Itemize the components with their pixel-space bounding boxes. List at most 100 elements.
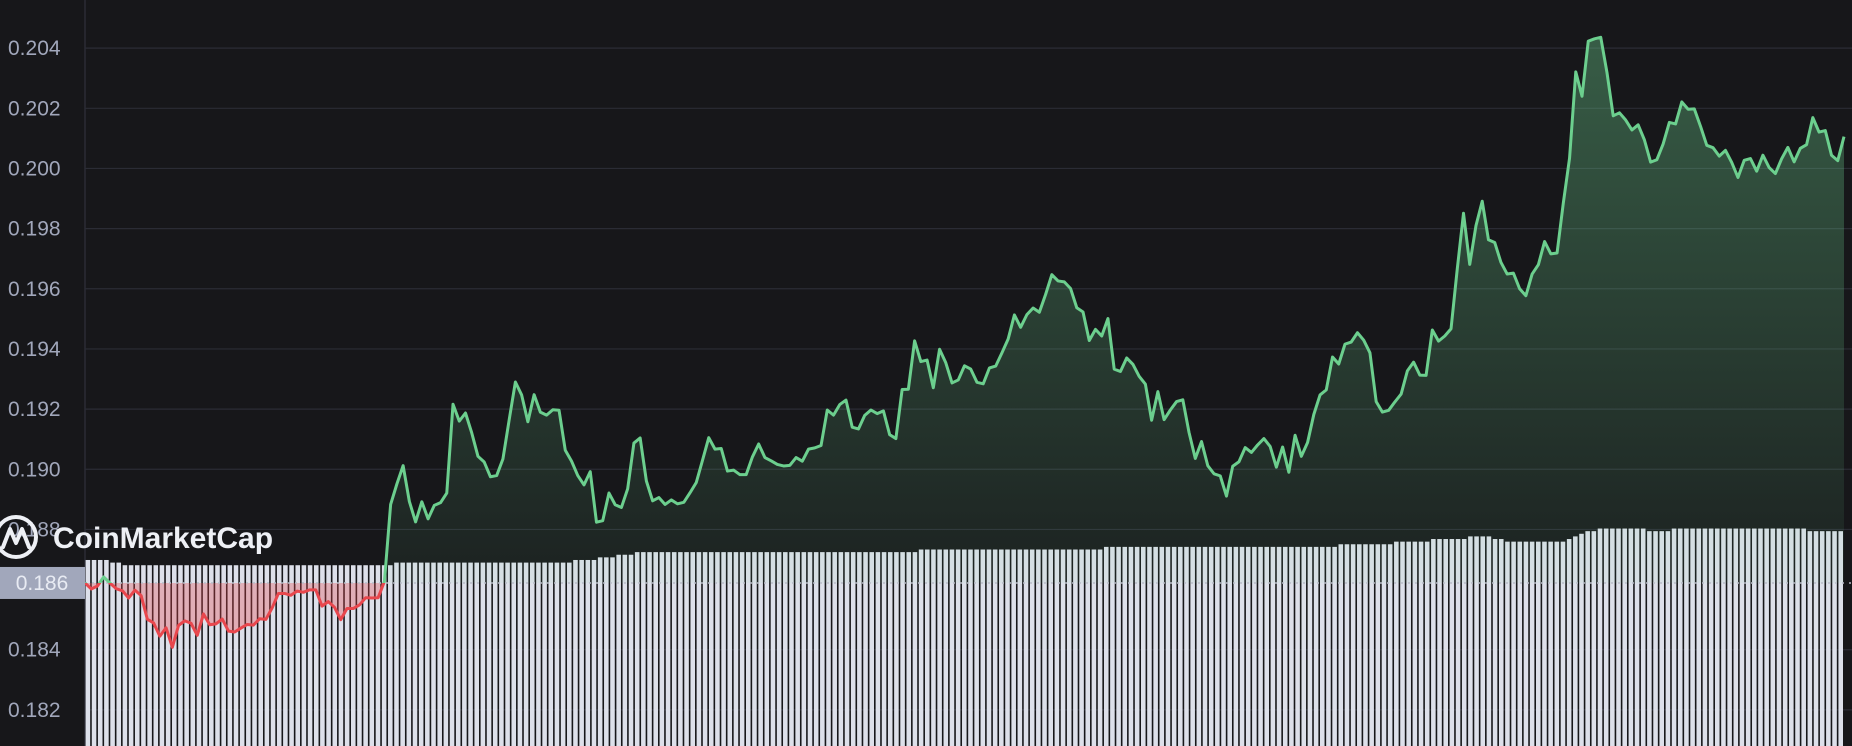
volume-bar	[844, 552, 850, 746]
volume-bar	[1826, 531, 1831, 746]
volume-bar	[1536, 541, 1541, 746]
volume-bar	[289, 565, 294, 746]
volume-bar	[1054, 549, 1060, 746]
volume-bar	[1776, 528, 1782, 746]
volume-bar	[1252, 546, 1257, 746]
volume-bar	[462, 562, 467, 746]
volume-bar	[943, 549, 949, 746]
volume-bar	[153, 565, 159, 746]
volume-bar	[116, 562, 122, 746]
volume-bar	[1023, 549, 1029, 746]
volume-bar	[1066, 549, 1072, 746]
volume-bar	[832, 552, 837, 746]
volume-bar	[708, 552, 714, 746]
volume-bar	[900, 552, 905, 746]
volume-bar	[449, 562, 455, 746]
volume-bar	[1468, 536, 1473, 746]
volume-bar	[597, 557, 603, 746]
y-tick-label: 0.196	[8, 278, 61, 301]
reference-price-tag-label: 0.186	[16, 572, 69, 595]
volume-bar	[1270, 546, 1276, 746]
volume-bar	[887, 552, 893, 746]
volume-bar	[1264, 546, 1270, 746]
volume-bar	[1424, 541, 1430, 746]
volume-bar	[1838, 531, 1843, 746]
volume-bar	[931, 549, 936, 746]
volume-bar	[221, 565, 226, 746]
volume-bar	[468, 562, 473, 746]
volume-bar	[912, 552, 918, 746]
volume-bar	[1357, 544, 1362, 746]
volume-bar	[1437, 539, 1442, 746]
volume-bar	[1819, 531, 1825, 746]
volume-bar	[1153, 546, 1158, 746]
volume-bar	[134, 565, 140, 746]
volume-bar	[622, 554, 628, 746]
volume-bar	[511, 562, 517, 746]
volume-bar	[1319, 546, 1325, 746]
y-tick-label: 0.202	[8, 97, 61, 120]
volume-bar	[641, 552, 646, 746]
volume-bar	[733, 552, 739, 746]
volume-bar	[1677, 528, 1683, 746]
volume-bar	[776, 552, 782, 746]
volume-bar	[1492, 539, 1498, 746]
volume-bar	[381, 565, 387, 746]
volume-bar	[974, 549, 979, 746]
volume-bar	[1190, 546, 1195, 746]
volume-bar	[1486, 536, 1492, 746]
volume-bar	[1208, 546, 1214, 746]
volume-bar	[955, 549, 961, 746]
volume-bar	[1733, 528, 1739, 746]
volume-bar	[369, 565, 375, 746]
volume-bar	[320, 565, 325, 746]
volume-bar	[276, 565, 282, 746]
volume-bar	[196, 565, 202, 746]
reference-price-tag: 0.186	[0, 566, 85, 599]
volume-bar	[1480, 536, 1486, 746]
volume-bar	[1332, 546, 1337, 746]
volume-bar	[924, 549, 930, 746]
volume-bar	[1029, 549, 1035, 746]
volume-bar	[1239, 546, 1245, 746]
volume-bar	[1789, 528, 1794, 746]
volume-bar	[1548, 541, 1553, 746]
volume-bar	[1795, 528, 1800, 746]
volume-bar	[215, 565, 220, 746]
volume-bar	[758, 552, 763, 746]
volume-bar	[190, 565, 196, 746]
volume-bar	[715, 552, 720, 746]
volume-bar	[548, 562, 554, 746]
volume-bar	[264, 565, 270, 746]
volume-bar	[647, 552, 652, 746]
volume-bar	[1387, 544, 1393, 746]
volume-bar	[1245, 546, 1251, 746]
volume-bar	[986, 549, 992, 746]
volume-bar	[233, 565, 239, 746]
volume-bar	[1005, 549, 1010, 746]
volume-bar	[400, 562, 405, 746]
volume-bar	[1406, 541, 1411, 746]
volume-bar	[307, 565, 313, 746]
volume-bar	[1381, 544, 1387, 746]
volume-bar	[881, 552, 887, 746]
volume-bar	[1221, 546, 1226, 746]
volume-bar	[246, 565, 251, 746]
volume-bar	[764, 552, 770, 746]
y-tick-label: 0.182	[8, 699, 61, 722]
volume-bar	[1258, 546, 1263, 746]
volume-bar	[1418, 541, 1424, 746]
volume-bar	[1585, 531, 1590, 746]
price-area-fills	[85, 37, 1844, 648]
volume-bar	[1350, 544, 1356, 746]
volume-bar	[1103, 546, 1109, 746]
volume-bar	[1227, 546, 1232, 746]
volume-bar	[980, 549, 986, 746]
volume-bar	[1610, 528, 1615, 746]
volume-bar	[962, 549, 967, 746]
volume-bar	[1579, 533, 1584, 746]
volume-bar	[1752, 528, 1757, 746]
volume-bar	[795, 552, 800, 746]
volume-bar	[906, 552, 912, 746]
